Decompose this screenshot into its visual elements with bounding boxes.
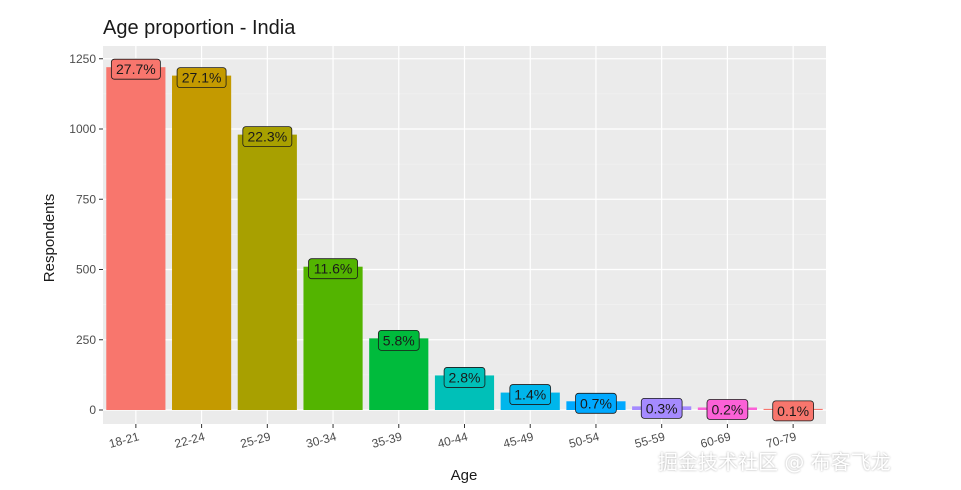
bar-value-label: 0.3% [646,400,678,416]
bar-value-label: 11.6% [314,261,353,277]
bar-label-box [443,367,486,388]
y-tick-label: 1250 [69,52,96,66]
bar-value-label: 27.7% [116,61,156,77]
x-tick-label: 50-54 [567,429,601,451]
bar-value-label: 0.2% [711,401,743,417]
bar-label-box [110,58,161,80]
x-tick-label: 45-49 [502,429,536,451]
watermark-text: 掘金技术社区 @ 布客飞龙 [658,450,891,474]
bar-25-29 [237,134,297,410]
bar-22-24 [172,75,232,411]
bar-label-box [308,258,358,280]
bar-value-label: 22.3% [247,129,287,145]
bar-value-label: 0.7% [580,395,612,411]
y-tick-label: 250 [76,333,96,347]
y-axis: 0 250 500 750 1000 1250 [69,52,103,417]
y-tick-label: 500 [76,263,96,277]
bar-labels: 27.7% 27.1% 22.3% 11.6% 5.8% 2.8% 1.4% 0.7% 0.3%… [110,58,814,422]
x-tick-label: 35-39 [370,429,404,451]
x-tick-label: 18-21 [107,429,141,451]
bar-value-label: 5.8% [383,332,415,348]
bar-label-box [377,329,420,351]
bar-value-label: 2.8% [449,369,481,385]
bar-30-34 [303,266,363,410]
bar-label-box [640,397,683,419]
y-tick-label: 750 [76,192,96,206]
bar-value-label: 0.1% [777,403,809,419]
bar-label-box [509,384,552,405]
y-tick-label: 1000 [69,122,96,136]
bar-label-box [575,392,617,414]
y-axis-title: Respondents [41,194,58,282]
bar-value-label: 1.4% [514,387,546,403]
bar-value-label: 27.1% [182,70,222,86]
x-tick-label: 22-24 [173,429,207,451]
x-tick-label: 40-44 [436,429,470,451]
x-tick-label: 25-29 [239,429,273,451]
y-tick-label: 0 [89,403,96,417]
chart-title: Age proportion - India [103,17,296,39]
bar-label-box [706,399,749,420]
bar-18-21 [106,67,166,411]
bar-label-box [772,400,814,422]
bar-label-box [242,126,293,148]
x-axis-title: Age [451,467,478,484]
x-tick-label: 30-34 [305,429,339,451]
bar-label-box [176,67,227,89]
